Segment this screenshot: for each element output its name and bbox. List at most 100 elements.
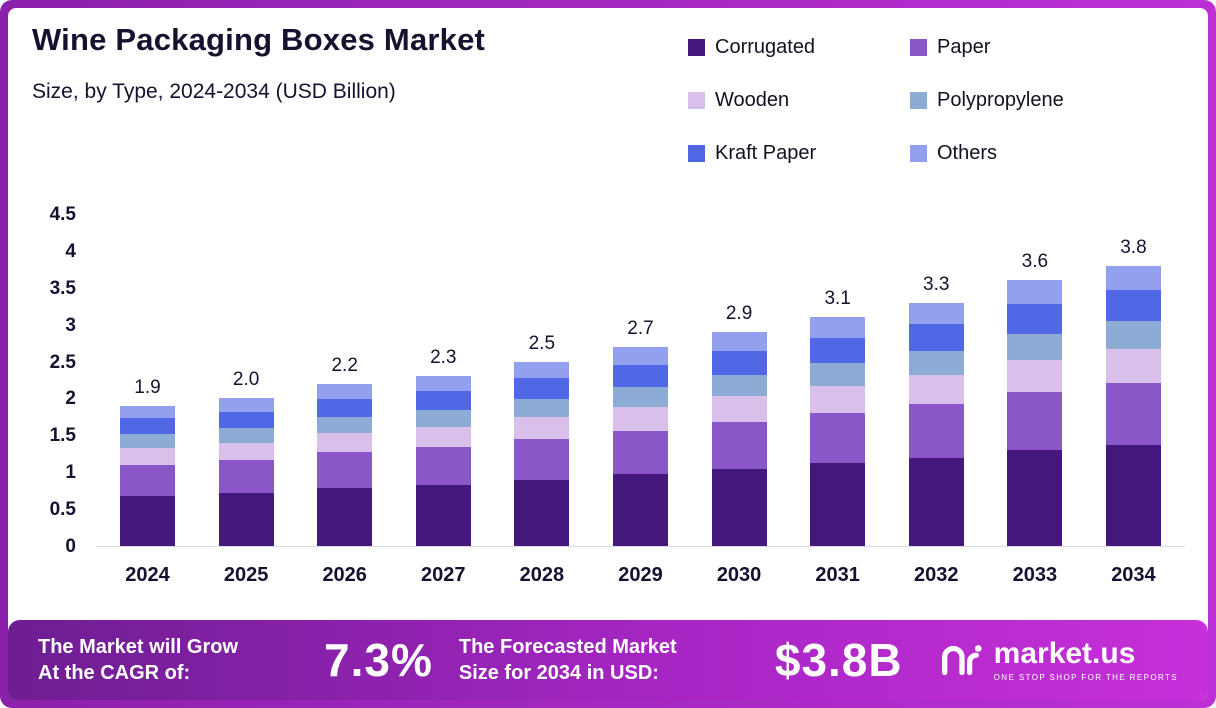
bar-segment-wooden [612,407,668,431]
y-axis-tick-label: 3 [65,314,76,336]
y-axis-tick-label: 3.5 [49,277,76,299]
bar-stack [612,346,668,546]
legend-label: Corrugated [715,36,816,58]
x-axis-label: 2034 [1111,564,1156,586]
bar-total-label: 3.1 [824,288,851,310]
cagr-label-line2: At the CAGR of: [38,662,191,684]
marketus-logo-icon [941,645,982,676]
bar-segment-others [120,405,175,419]
bar-stack [908,302,964,546]
y-axis-tick-label: 4 [65,240,76,262]
bars-container: 1.9 2.0 2.2 2.3 2.5 2.7 2.9 3.1 3.3 3.6 3.8 [96,215,1185,546]
bar-stack [1105,265,1161,546]
bar-segment-others [711,332,767,352]
bar-segment-polypropylene [415,409,471,427]
bar-total-label: 2.3 [430,347,457,369]
y-axis-tick-label: 2.5 [49,351,76,373]
bar-total-label: 1.9 [134,376,161,398]
bar-segment-paper [218,460,274,493]
bar-segment-paper [317,452,373,488]
bar-segment-wooden [711,396,767,423]
plot-area: 1.9 2.0 2.2 2.3 2.5 2.7 2.9 3.1 3.3 3.6 3.8 [96,215,1185,547]
bar-column: 1.9 [120,377,175,546]
bar-segment-polypropylene [218,427,274,443]
bar-stack [415,376,471,546]
bar-segment-kraft-paper [218,411,274,428]
y-axis-tick-label: 1 [65,462,76,484]
brand-name: market.us [993,636,1136,670]
x-axis-label: 2027 [421,564,466,586]
legend-item-kraft-paper: Kraft Paper [688,142,910,165]
legend-swatch [688,92,705,109]
cagr-label-line1: The Market will Grow [38,636,239,658]
bar-total-label: 3.3 [923,273,950,295]
bar-segment-polypropylene [810,363,866,386]
bar-segment-others [218,398,274,412]
bar-segment-others [317,383,373,400]
bar-stack [514,361,570,546]
bar-segment-kraft-paper [1105,290,1161,322]
bar-segment-kraft-paper [1007,304,1063,334]
cagr-label: The Market will Grow At the CAGR of: [38,634,300,686]
bar-segment-corrugated [415,484,471,546]
bar-segment-kraft-paper [810,337,866,364]
infographic-canvas: Wine Packaging Boxes Market Size, by Typ… [8,8,1208,700]
bar-total-label: 2.5 [528,332,556,354]
bar-segment-polypropylene [612,387,668,408]
bar-segment-polypropylene [1007,333,1063,361]
legend-swatch [688,145,705,162]
bar-segment-paper [120,464,175,496]
bar-segment-polypropylene [514,398,570,417]
footer-banner: The Market will Grow At the CAGR of: 7.3… [8,620,1208,700]
bar-segment-polypropylene [711,374,767,397]
bar-segment-polypropylene [317,416,373,434]
x-axis-label: 2025 [223,564,269,586]
bar-segment-wooden [415,426,471,448]
y-axis: 4.5 4 3.5 3 2.5 2 1.5 1 0.5 0 [8,204,76,557]
bar-segment-corrugated [810,463,866,546]
bar-segment-paper [810,413,866,464]
chart-legend: Corrugated Paper Wooden Polypropylene Kraft … [688,36,1064,165]
bar-segment-polypropylene [120,433,175,448]
bar-segment-others [612,346,668,366]
legend-swatch [910,92,927,109]
bar-column: 3.8 [1105,237,1161,546]
bar-segment-corrugated [317,487,373,546]
brand-text: market.us ONE STOP SHOP FOR THE REPORTS [993,636,1178,682]
bar-column: 3.6 [1007,251,1063,546]
bar-stack [317,383,373,546]
bar-segment-paper [514,439,570,480]
bar-segment-kraft-paper [612,365,668,388]
brand-logo: market.us ONE STOP SHOP FOR THE REPORTS [938,637,1178,683]
bar-segment-kraft-paper [317,399,373,417]
bar-segment-wooden [317,433,373,453]
bar-segment-kraft-paper [908,323,964,351]
bar-segment-others [1105,265,1161,291]
bar-stack [1007,280,1063,546]
x-axis-label: 2032 [914,564,959,586]
legend-swatch [910,39,927,56]
forecast-label: The Forecasted Market Size for 2034 in U… [459,634,751,686]
bar-total-label: 2.0 [232,369,260,391]
x-axis-label: 2033 [1012,564,1058,586]
bar-segment-kraft-paper [711,351,767,375]
bar-segment-wooden [908,374,964,405]
bar-segment-corrugated [612,474,668,546]
bar-segment-kraft-paper [415,391,471,410]
bar-stack [218,398,274,546]
page-title: Wine Packaging Boxes Market [32,22,486,57]
x-axis-label: 2024 [125,564,170,586]
x-axis-labels: 2024 2025 2026 2027 2028 2029 2030 2031 2032 2033… [96,564,1185,587]
bar-segment-paper [415,447,471,485]
bar-segment-others [908,302,964,324]
x-axis-label: 2028 [519,564,565,586]
bar-total-label: 2.7 [627,317,654,339]
legend-label: Kraft Paper [715,142,817,164]
bar-segment-wooden [218,442,274,461]
bar-column: 3.3 [908,273,964,546]
bar-segment-polypropylene [1105,321,1161,350]
bar-segment-wooden [810,385,866,414]
bar-segment-wooden [514,416,570,440]
forecast-value: $3.8B [774,634,903,686]
